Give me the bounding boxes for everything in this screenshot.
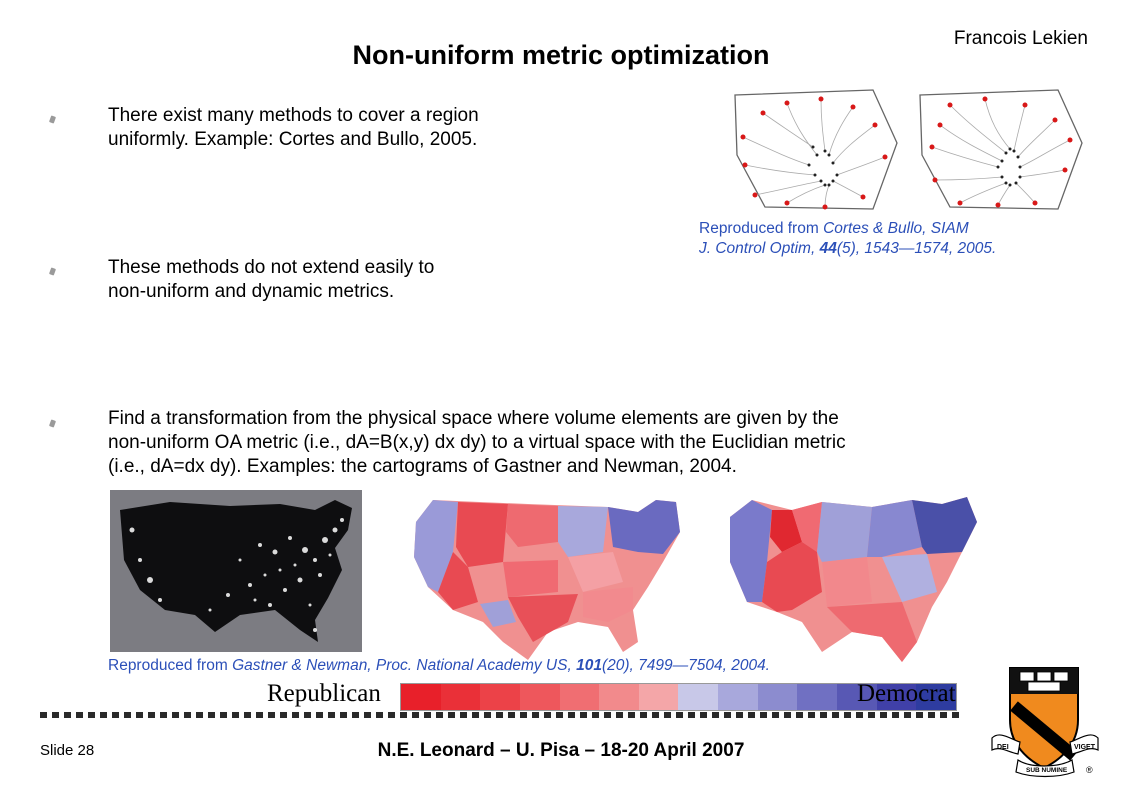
colorbar-segment <box>837 684 877 710</box>
election-cartogram <box>730 497 977 662</box>
registered-mark: ® <box>1086 765 1093 775</box>
population-density-map <box>110 490 362 652</box>
caption-prefix: Reproduced from <box>108 657 233 674</box>
princeton-shield-logo: DEI VIGET SUB NUMINE ® <box>991 667 1099 778</box>
colorbar-segment <box>797 684 838 710</box>
coverage-panel-final <box>919 89 1083 210</box>
footer-divider <box>40 712 960 718</box>
coverage-panel-initial <box>734 89 898 210</box>
author-name: Francois Lekien <box>953 28 1088 49</box>
colorbar-segment <box>718 684 758 710</box>
legend-democrat-label: Democrat <box>857 680 956 707</box>
colorbar-segment <box>559 684 600 710</box>
coverage-figure <box>734 89 1083 210</box>
footer-event: N.E. Leonard – U. Pisa – 18-20 April 200… <box>377 740 745 761</box>
bullet-marker <box>48 115 57 124</box>
caption-prefix: Reproduced from <box>699 220 824 237</box>
caption-pages: (20), 7499—7504, 2004. <box>601 657 770 674</box>
colorbar-segment <box>916 684 956 710</box>
bullet-1-line1: There exist many methods to cover a regi… <box>108 105 479 126</box>
caption-authors: Gastner & Newman, Proc. National Academy… <box>232 657 577 674</box>
caption-journal: J. Control Optim, <box>699 240 820 257</box>
colorbar-segment <box>519 684 560 710</box>
slide-number: Slide 28 <box>40 742 95 759</box>
colorbar-segment <box>638 684 679 710</box>
gastner-citation: Reproduced from Gastner & Newman, Proc. … <box>108 656 770 676</box>
bullet-2-line2: non-uniform and dynamic metrics. <box>108 281 395 302</box>
motto-dei: DEI <box>997 744 1009 751</box>
bullet-2-line1: These methods do not extend easily to <box>108 257 435 278</box>
colorbar-segment <box>440 684 481 710</box>
legend-republican-label: Republican <box>267 680 381 707</box>
colorbar-segment <box>757 684 798 710</box>
bullet-3-line2: non-uniform OA metric (i.e., dA=B(x,y) d… <box>108 432 846 453</box>
bullet-3-line1: Find a transformation from the physical … <box>108 408 839 429</box>
caption-volume: 44 <box>819 240 837 257</box>
bullet-marker <box>48 267 57 276</box>
caption-volume: 101 <box>576 657 602 674</box>
cortes-citation: Reproduced from Cortes & Bullo, SIAM J. … <box>699 219 996 259</box>
colorbar-segment <box>599 684 639 710</box>
colorbar-segment <box>480 684 520 710</box>
bullet-1-line2: uniformly. Example: Cortes and Bullo, 20… <box>108 129 478 150</box>
caption-authors: Cortes & Bullo, SIAM <box>823 220 969 237</box>
bullet-marker <box>48 419 57 428</box>
slide-title: Non-uniform metric optimization <box>352 40 770 70</box>
bullet-1: There exist many methods to cover a regi… <box>108 104 479 152</box>
election-map <box>414 500 680 660</box>
colorbar-segment <box>876 684 917 710</box>
bullet-2: These methods do not extend easily to no… <box>108 256 434 304</box>
party-colorbar <box>400 683 957 711</box>
caption-pages: (5), 1543—1574, 2005. <box>836 240 997 257</box>
motto-sub-numine: SUB NUMINE <box>1026 767 1068 774</box>
bullet-3-line3: (i.e., dA=dx dy). Examples: the cartogra… <box>108 456 737 477</box>
colorbar-segment <box>401 684 441 710</box>
colorbar-segment <box>678 684 719 710</box>
motto-viget: VIGET <box>1074 744 1096 751</box>
bullet-3: Find a transformation from the physical … <box>108 407 1028 479</box>
